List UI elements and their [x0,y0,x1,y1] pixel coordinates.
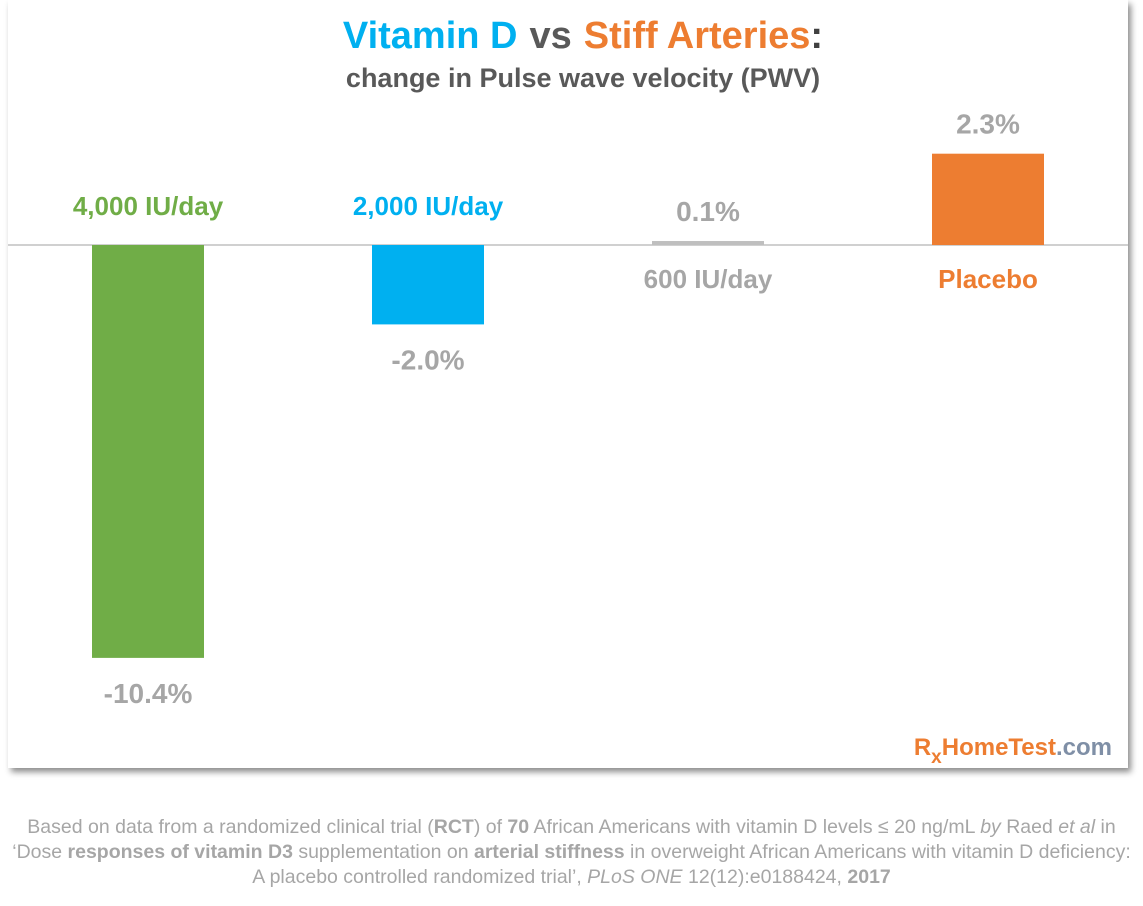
footnote-text: by [980,816,1001,838]
footnote-text: PLoS ONE [587,866,683,888]
footnote-text: Based on data from a randomized clinical… [27,816,434,838]
bar [92,245,204,658]
footnote-text: 70 [507,816,530,838]
title-part: Stiff Arteries [584,15,811,57]
footnote-text: supplementation on [292,841,474,863]
logo-part: R [914,734,931,761]
chart: Vitamin D vs Stiff Arteries: change in Pul… [8,15,1128,768]
footnote-text: 12(12):e0188424, [682,866,848,888]
footnote-text: 2017 [847,866,891,888]
logo-part: x [931,747,942,768]
category-label: 600 IU/day [644,264,773,294]
category-label: 2,000 IU/day [353,191,504,221]
category-label: 4,000 IU/day [73,191,224,221]
footnote-text: et al [1058,816,1096,838]
footnote: Based on data from a randomized clinical… [10,815,1133,890]
footnote-text: African Americans with vitamin D levels … [529,816,981,838]
title-part: vs [529,15,571,57]
footnote-text: in overweight African Americans with vit… [252,841,1131,888]
footnote-text: arterial stiffness [473,841,625,863]
chart-title: Vitamin D vs Stiff Arteries: [343,15,823,57]
category-label: Placebo [938,264,1038,294]
value-label: 0.1% [676,196,740,227]
chart-subtitle: change in Pulse wave velocity (PWV) [346,63,820,93]
logo-part: HomeTest [942,734,1056,761]
title-part: : [810,15,823,57]
value-label: -10.4% [104,678,193,709]
footnote-text: in ‘Dose [12,816,1116,863]
footnote-text: Raed [1000,816,1059,838]
footnote-text: ) of [473,816,508,838]
bar [932,153,1044,245]
title-part: Vitamin D [343,15,518,57]
logo: RxHomeTest.com [914,734,1112,768]
bar [652,241,764,245]
footnote-text: RCT [433,816,474,838]
value-label: -2.0% [391,344,464,375]
bar [372,245,484,325]
footnote-text: responses of vitamin D3 [67,841,293,863]
value-label: 2.3% [956,109,1020,140]
logo-part: .com [1056,734,1112,761]
